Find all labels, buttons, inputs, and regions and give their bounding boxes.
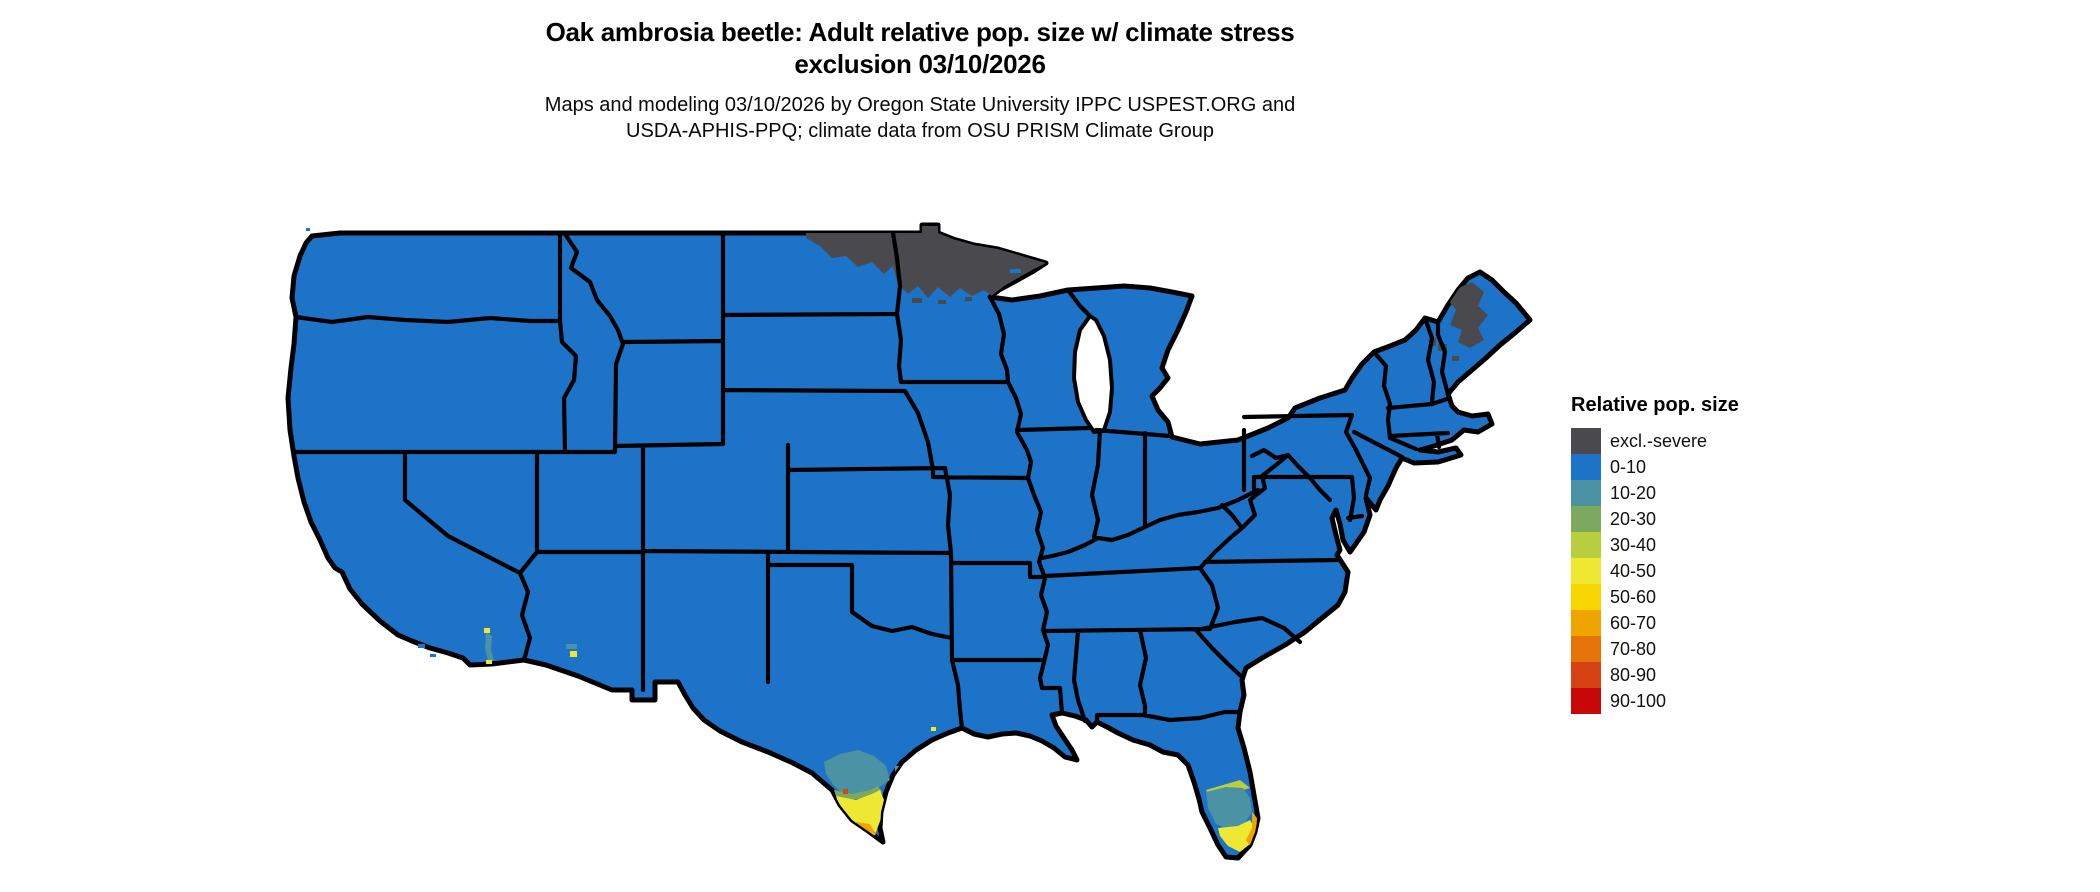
legend-swatch-c80	[1571, 662, 1601, 688]
legend-title: Relative pop. size	[1571, 394, 1739, 416]
salton-sea-yellow	[484, 628, 490, 633]
legend-label: 90-100	[1610, 691, 1667, 711]
phoenix-yellow	[570, 651, 577, 657]
map-subtitle-line1: Maps and modeling 03/10/2026 by Oregon S…	[544, 94, 1296, 116]
florida-keys-orange	[1248, 873, 1256, 877]
legend-item: excl.-severe	[1571, 428, 1739, 454]
legend-item: 10-20	[1571, 480, 1739, 506]
excluded-speck	[912, 298, 922, 303]
legend-swatch-c30	[1571, 532, 1601, 558]
legend-swatch-c50	[1571, 584, 1601, 610]
legend-label: 0-10	[1610, 457, 1647, 477]
legend-item: 0-10	[1571, 454, 1739, 480]
excluded-speck	[938, 300, 946, 304]
legend-items: excl.-severe 0-10 10-20 20-30 30-40 40-50 50-6…	[1571, 428, 1739, 714]
excluded-speck	[965, 297, 972, 301]
legend-item: 50-60	[1571, 584, 1739, 610]
legend-item: 40-50	[1571, 558, 1739, 584]
legend-label: excl.-severe	[1610, 431, 1708, 451]
legend-item: 70-80	[1571, 636, 1739, 662]
legend: Relative pop. size excl.-severe 0-10 10-20…	[1571, 394, 1739, 714]
legend-label: 20-30	[1610, 509, 1657, 529]
phoenix-teal	[566, 644, 577, 649]
legend-item: 20-30	[1571, 506, 1739, 532]
legend-item: 80-90	[1571, 662, 1739, 688]
legend-item: 30-40	[1571, 532, 1739, 558]
excluded-speck	[1452, 356, 1459, 361]
map-title-line2: exclusion 03/10/2026	[794, 49, 1046, 79]
channel-island-speck	[396, 623, 401, 626]
legend-label: 80-90	[1610, 665, 1657, 685]
florida-hotspot-yellow	[1218, 820, 1256, 852]
texas-hotspot-red-speck	[843, 789, 848, 794]
florida-keys-orange	[1268, 857, 1273, 858]
legend-label: 30-40	[1610, 535, 1657, 555]
florida-keys-orange	[1216, 870, 1226, 874]
texas-hotspot-teal	[824, 750, 890, 796]
map-title-line1: Oak ambrosia beetle: Adult relative pop.…	[545, 17, 1295, 47]
legend-swatch-c10	[1571, 480, 1601, 506]
legend-label: 40-50	[1610, 561, 1657, 581]
channel-island-speck	[418, 644, 425, 648]
florida-hotspot-teal	[1206, 787, 1252, 830]
legend-swatch-c20	[1571, 506, 1601, 532]
salton-sea-yellow	[486, 660, 492, 664]
legend-swatch-c0	[1571, 454, 1601, 480]
map-subtitle-line2: USDA-APHIS-PPQ; climate data from OSU PR…	[626, 120, 1214, 142]
legend-label: 60-70	[1610, 613, 1657, 633]
island-speck	[306, 228, 310, 231]
excluded-region-maine	[1448, 282, 1488, 348]
legend-swatch-c40	[1571, 558, 1601, 584]
texas-coast-speck	[900, 782, 904, 789]
legend-item: 90-100	[1571, 688, 1739, 714]
salton-sea-teal	[485, 632, 494, 662]
conus-outline	[285, 222, 1533, 861]
houston-speck	[931, 727, 936, 731]
island-speck	[1010, 269, 1021, 273]
state-borders	[291, 230, 1453, 731]
excluded-region-minnesota	[806, 226, 1046, 298]
figure-header: Oak ambrosia beetle: Adult relative pop.…	[0, 16, 1840, 144]
legend-label: 10-20	[1610, 483, 1657, 503]
florida-keys-orange	[1232, 875, 1242, 879]
florida-keys-orange	[1260, 865, 1267, 869]
florida-keys-red-speck	[1210, 871, 1214, 874]
channel-island-speck	[430, 654, 436, 657]
channel-island-speck	[404, 628, 412, 632]
legend-label: 70-80	[1610, 639, 1657, 659]
legend-swatch-c90	[1571, 688, 1601, 714]
map-title: Oak ambrosia beetle: Adult relative pop.…	[0, 16, 1840, 80]
legend-item: 60-70	[1571, 610, 1739, 636]
legend-swatch-c70	[1571, 636, 1601, 662]
legend-swatch-excl	[1571, 428, 1601, 454]
legend-swatch-c60	[1571, 610, 1601, 636]
legend-label: 50-60	[1610, 587, 1657, 607]
map-subtitle: Maps and modeling 03/10/2026 by Oregon S…	[0, 92, 1840, 144]
